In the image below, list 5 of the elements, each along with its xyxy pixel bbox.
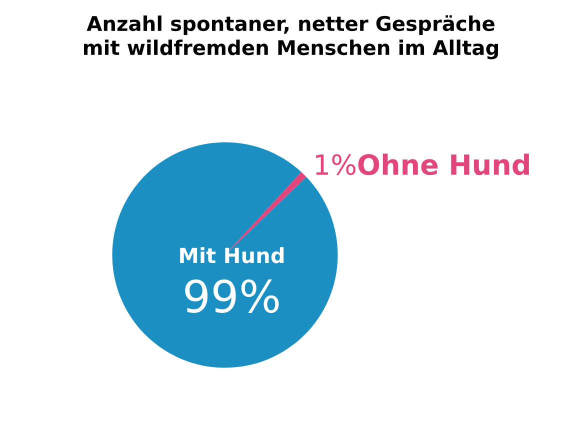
data-label: 99% <box>185 279 279 313</box>
chart-title: Anzahl spontaner, netter Gespräche mit wildfremden Menschen im Alltag <box>84 15 498 60</box>
slice-label: Mit Hund <box>180 247 284 264</box>
data-label: 1% <box>316 154 356 176</box>
slice-label: Ohne Hund <box>358 154 529 176</box>
